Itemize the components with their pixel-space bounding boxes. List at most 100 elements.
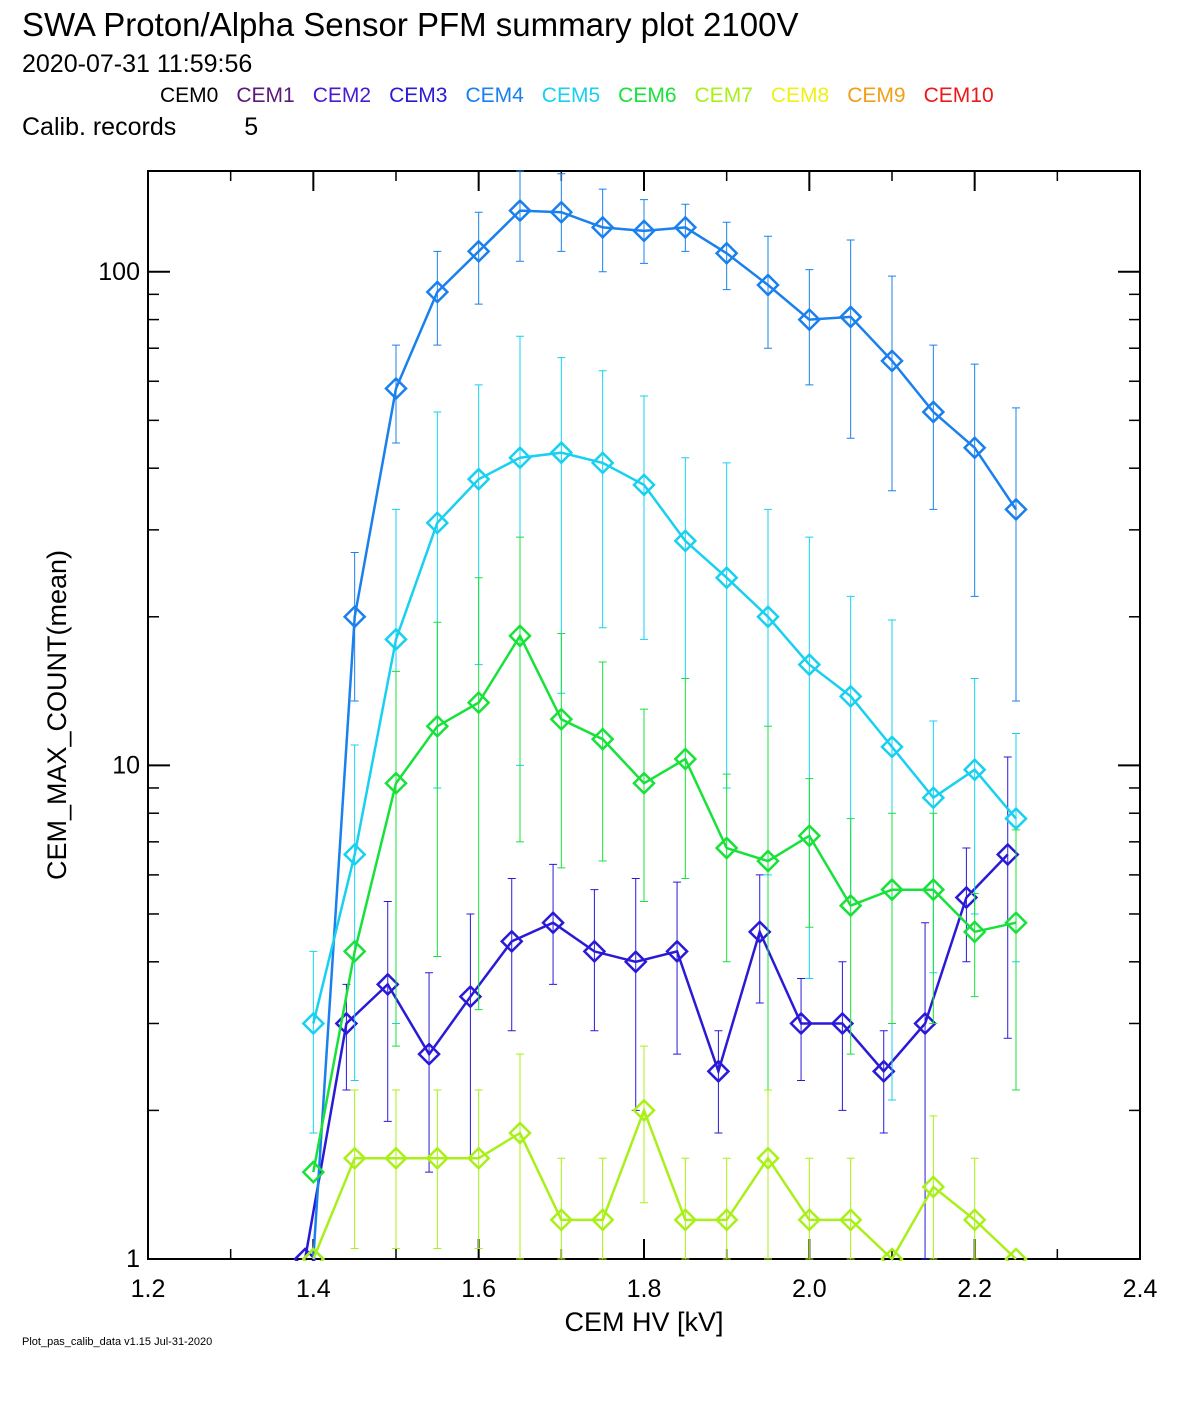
data-point-cem7: [549, 1208, 574, 1232]
data-point-cem7: [632, 1098, 656, 1123]
data-point-cem6: [797, 824, 822, 848]
error-bar-cem4: [598, 188, 607, 273]
legend-item-cem4: CEM4: [465, 84, 524, 107]
data-point-cem7: [797, 1208, 822, 1232]
legend-item-cem2: CEM2: [312, 84, 372, 107]
data-point-cem6: [549, 707, 574, 732]
data-point-cem5: [508, 445, 532, 470]
data-point-cem3: [334, 1011, 359, 1036]
error-bar-cem3: [1003, 756, 1012, 1039]
data-point-cem3: [293, 1247, 317, 1261]
data-point-cem5: [880, 735, 904, 759]
calib-records: Calib. records 5: [22, 113, 258, 142]
error-bar-cem4: [805, 269, 814, 386]
data-point-cem3: [789, 1011, 813, 1036]
error-bar-cem7: [640, 1045, 648, 1204]
x-tick-label: 1.4: [296, 1275, 331, 1303]
error-bar-cem4: [888, 275, 896, 492]
error-bar-cem4: [764, 235, 772, 349]
legend-item-cem10: CEM10: [923, 84, 994, 107]
data-point-cem6: [632, 771, 656, 796]
data-point-cem7: [756, 1146, 780, 1171]
error-bar-cem7: [764, 1089, 772, 1260]
data-point-cem6: [838, 893, 863, 918]
error-bar-cem4: [722, 221, 731, 291]
data-point-cem3: [665, 939, 689, 964]
data-point-cem3: [954, 885, 979, 910]
x-tick-label: 2.2: [957, 1275, 992, 1303]
timestamp: 2020-07-31 11:59:56: [22, 50, 253, 78]
x-tick-label: 1.8: [627, 1275, 662, 1303]
data-point-cem4: [632, 219, 656, 243]
data-point-cem3: [871, 1059, 896, 1084]
error-bar-cem4: [516, 170, 524, 262]
data-point-cem6: [590, 727, 615, 751]
error-bar-cem6: [805, 778, 814, 928]
series-line-cem6: [312, 633, 1017, 1173]
error-bar-cem6: [846, 818, 855, 1055]
data-point-cem7: [921, 1175, 946, 1199]
error-bar-cem4: [392, 344, 400, 444]
data-point-cem5: [1004, 806, 1028, 831]
error-bar-cem6: [970, 893, 979, 998]
error-bar-cem3: [466, 913, 475, 1159]
legend-item-cem5: CEM5: [541, 84, 601, 107]
legend-item-cem6: CEM6: [618, 84, 677, 107]
data-point-cem7: [425, 1146, 450, 1171]
error-bar-cem6: [516, 536, 524, 843]
data-point-cem4: [549, 200, 574, 225]
data-point-cem5: [425, 511, 450, 535]
data-point-cem7: [466, 1146, 491, 1171]
data-point-cem5: [756, 605, 780, 629]
data-point-cem5: [384, 627, 408, 652]
series-line-cem4: [312, 209, 1018, 1260]
data-point-cem4: [673, 215, 698, 240]
error-bar-cem5: [309, 950, 318, 1134]
legend-item-cem9: CEM9: [847, 84, 906, 107]
y-tick-label: 10: [112, 751, 140, 779]
y-tick-label: 100: [98, 258, 140, 286]
data-point-cem4: [590, 215, 615, 240]
data-point-cem6: [921, 877, 946, 902]
data-point-cem4: [508, 198, 532, 223]
data-point-cem4: [921, 400, 946, 424]
error-bar-cem4: [970, 363, 979, 597]
error-bar-cem5: [722, 462, 731, 789]
legend-item-cem3: CEM3: [389, 84, 448, 107]
error-bar-cem7: [929, 1115, 938, 1260]
data-point-cem4: [384, 376, 408, 401]
error-bar-cem3: [755, 874, 764, 1004]
data-point-cem3: [747, 920, 772, 944]
y-axis-label: CEM_MAX_COUNT(mean): [42, 550, 72, 880]
error-bar-cem5: [681, 457, 690, 679]
error-bar-cem6: [557, 632, 566, 869]
error-bar-cem6: [598, 661, 607, 862]
error-bar-cem4: [474, 211, 483, 305]
legend-item-cem1: CEM1: [236, 84, 295, 107]
legend-item-cem7: CEM7: [694, 84, 753, 107]
data-point-cem7: [962, 1208, 987, 1232]
data-point-cem5: [714, 565, 739, 590]
data-point-cem5: [301, 1011, 326, 1036]
legend: CEM0 CEM1 CEM2 CEM3 CEM4 CEM5 CEM6 CEM7 CEM8 CEM9…: [160, 84, 1012, 108]
data-point-cem7: [301, 1247, 326, 1261]
error-bar-cem6: [681, 677, 690, 879]
legend-item-cem8: CEM8: [770, 84, 830, 107]
error-bar-cem6: [1012, 829, 1020, 1091]
calib-label: Calib. records: [22, 113, 177, 141]
x-tick-label: 2.0: [792, 1275, 827, 1303]
data-point-cem7: [342, 1146, 367, 1171]
series-line-cem5: [312, 451, 1017, 1024]
data-point-cem6: [301, 1160, 326, 1184]
series-group: [293, 170, 1028, 1261]
error-bar-cem5: [350, 744, 359, 1081]
x-tick-label: 2.4: [1123, 1275, 1158, 1303]
error-bar-cem3: [507, 877, 516, 1032]
data-point-cem5: [962, 757, 987, 782]
error-bar-cem4: [681, 203, 690, 252]
error-bar-cem6: [640, 708, 648, 902]
chart-title: SWA Proton/Alpha Sensor PFM summary plot…: [22, 6, 799, 43]
data-point-cem3: [417, 1042, 441, 1066]
data-point-cem6: [880, 877, 904, 902]
error-bar-cem4: [433, 250, 442, 346]
